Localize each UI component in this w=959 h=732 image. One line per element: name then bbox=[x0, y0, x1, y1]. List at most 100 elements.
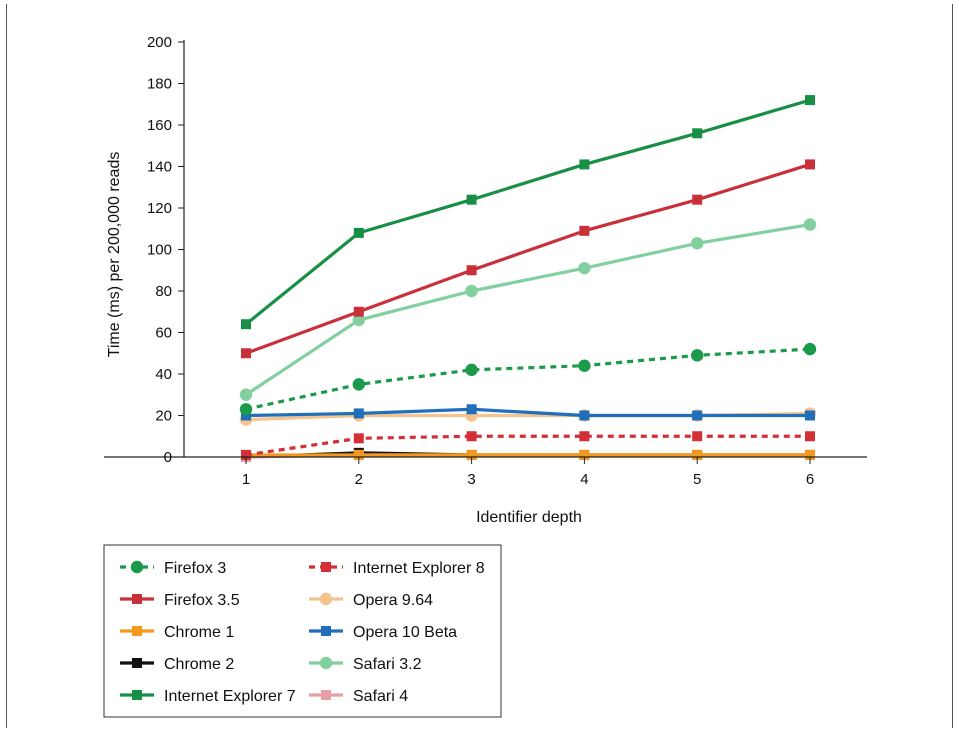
data-point-internet-explorer-7 bbox=[692, 128, 703, 139]
x-axis-title: Identifier depth bbox=[476, 509, 582, 526]
data-point-opera-10-beta bbox=[353, 408, 364, 419]
axes: 0 20 40 60 80 100 120 140 160 180 200 1 2 3 4 5 6 bbox=[104, 34, 867, 488]
series-internet-explorer-8 bbox=[241, 431, 815, 460]
series-line-opera-10-beta bbox=[245, 407, 810, 418]
legend-item-firefox-3-5: Firefox 3.5 bbox=[120, 592, 240, 609]
data-point-safari-3-2 bbox=[352, 313, 365, 327]
data-point-internet-explorer-7 bbox=[805, 95, 815, 106]
data-point-internet-explorer-7 bbox=[353, 227, 364, 238]
data-point-internet-explorer-7 bbox=[579, 159, 590, 170]
legend-swatch-marker bbox=[130, 560, 144, 574]
legend-item-internet-explorer-7: Internet Explorer 7 bbox=[120, 688, 296, 705]
data-point-firefox-3 bbox=[239, 403, 253, 416]
legend-item-safari-4: Safari 4 bbox=[309, 688, 408, 705]
legend-label: Internet Explorer 8 bbox=[353, 560, 485, 577]
series-line-internet-explorer-8 bbox=[245, 434, 810, 457]
series-line-firefox-3-5 bbox=[245, 162, 811, 355]
plot-area bbox=[239, 95, 817, 462]
x-tick-label: 3 bbox=[467, 471, 475, 488]
y-tick-label: 80 bbox=[155, 283, 172, 300]
data-point-firefox-3-5 bbox=[241, 348, 251, 359]
series-line-internet-explorer-7 bbox=[244, 98, 811, 326]
series-firefox-3-5 bbox=[241, 159, 815, 359]
data-point-chrome-1 bbox=[805, 449, 815, 460]
legend-item-opera-9-64: Opera 9.64 bbox=[309, 592, 433, 609]
data-point-firefox-3-5 bbox=[692, 194, 703, 205]
legend-box bbox=[103, 544, 502, 718]
data-point-firefox-3 bbox=[691, 349, 704, 362]
legend-item-firefox-3: Firefox 3 bbox=[120, 560, 226, 577]
y-tick-label: 60 bbox=[155, 325, 172, 342]
legend-label: Internet Explorer 7 bbox=[164, 688, 296, 705]
x-tick-label: 1 bbox=[242, 471, 250, 488]
legend-item-opera-10-beta: Opera 10 Beta bbox=[309, 624, 457, 641]
data-point-internet-explorer-8 bbox=[466, 431, 477, 442]
data-point-firefox-3-5 bbox=[579, 225, 590, 236]
data-point-internet-explorer-8 bbox=[579, 431, 590, 442]
legend-item-chrome-1: Chrome 1 bbox=[120, 624, 234, 641]
data-point-chrome-1 bbox=[466, 449, 477, 460]
legend-item-safari-3-2: Safari 3.2 bbox=[309, 656, 422, 673]
y-tick-label: 100 bbox=[147, 242, 172, 259]
data-point-internet-explorer-8 bbox=[241, 449, 251, 460]
legend-label: Safari 3.2 bbox=[353, 656, 422, 673]
data-point-safari-3-2 bbox=[803, 218, 817, 231]
data-point-firefox-3 bbox=[352, 378, 365, 391]
series-line-safari-3-2 bbox=[245, 223, 811, 397]
series-opera-10-beta bbox=[241, 404, 815, 421]
data-point-opera-10-beta bbox=[692, 410, 703, 421]
legend-swatch-marker bbox=[132, 690, 142, 700]
data-point-internet-explorer-7 bbox=[466, 194, 477, 205]
data-point-opera-10-beta bbox=[466, 404, 477, 415]
data-point-chrome-1 bbox=[692, 449, 703, 460]
x-tick-label: 2 bbox=[355, 471, 363, 488]
y-tick-label: 180 bbox=[147, 76, 172, 93]
data-point-safari-3-2 bbox=[578, 261, 591, 275]
legend-swatch-marker bbox=[321, 562, 331, 572]
legend-label: Firefox 3.5 bbox=[164, 592, 240, 609]
data-point-chrome-1 bbox=[579, 449, 590, 460]
legend-swatch-marker bbox=[132, 594, 142, 604]
x-tick-label: 6 bbox=[806, 471, 814, 488]
legend-label: Chrome 2 bbox=[164, 656, 234, 673]
legend: Firefox 3 Internet Explorer 8 Firefox 3.5 O… bbox=[103, 544, 502, 718]
y-tick-label: 140 bbox=[147, 159, 172, 176]
data-point-opera-10-beta bbox=[579, 410, 590, 421]
data-point-chrome-1 bbox=[353, 449, 364, 460]
data-point-internet-explorer-8 bbox=[353, 433, 364, 444]
data-point-safari-3-2 bbox=[691, 237, 704, 250]
chart-frame: 0 20 40 60 80 100 120 140 160 180 200 1 2 3 4 5 6 Identi… bbox=[6, 4, 953, 728]
series-safari-3-2 bbox=[239, 218, 817, 401]
y-tick-label: 40 bbox=[155, 366, 172, 383]
data-point-firefox-3-5 bbox=[805, 159, 815, 170]
data-point-opera-10-beta bbox=[805, 410, 815, 421]
legend-label: Firefox 3 bbox=[164, 560, 226, 577]
legend-label: Opera 9.64 bbox=[353, 592, 433, 609]
data-point-internet-explorer-7 bbox=[241, 319, 251, 330]
data-point-firefox-3 bbox=[803, 342, 817, 356]
data-point-firefox-3 bbox=[465, 363, 478, 377]
y-tick-label: 20 bbox=[155, 408, 172, 425]
y-tick-label: 160 bbox=[147, 117, 172, 134]
data-point-opera-10-beta bbox=[241, 410, 251, 421]
legend-swatch-marker bbox=[319, 592, 333, 606]
data-point-safari-3-2 bbox=[465, 284, 478, 298]
y-tick-label: 120 bbox=[147, 200, 172, 217]
y-tick-label: 200 bbox=[147, 34, 172, 51]
legend-label: Opera 10 Beta bbox=[353, 624, 457, 641]
legend-swatch-marker bbox=[132, 658, 142, 668]
series-chrome-1 bbox=[241, 449, 815, 460]
y-axis-title: Time (ms) per 200,000 reads bbox=[106, 152, 123, 358]
data-point-internet-explorer-8 bbox=[805, 431, 815, 442]
data-point-firefox-3-5 bbox=[466, 265, 477, 276]
legend-item-internet-explorer-8: Internet Explorer 8 bbox=[309, 560, 485, 577]
legend-swatch-marker bbox=[321, 626, 331, 636]
data-point-internet-explorer-8 bbox=[692, 431, 703, 442]
data-point-firefox-3 bbox=[578, 359, 591, 372]
data-point-firefox-3-5 bbox=[353, 306, 364, 317]
legend-swatch-marker bbox=[321, 690, 331, 700]
legend-label: Chrome 1 bbox=[164, 624, 234, 641]
x-tick-label: 4 bbox=[580, 471, 588, 488]
line-chart: 0 20 40 60 80 100 120 140 160 180 200 1 2 3 4 5 6 Identi… bbox=[103, 34, 867, 718]
data-point-safari-3-2 bbox=[239, 388, 253, 401]
